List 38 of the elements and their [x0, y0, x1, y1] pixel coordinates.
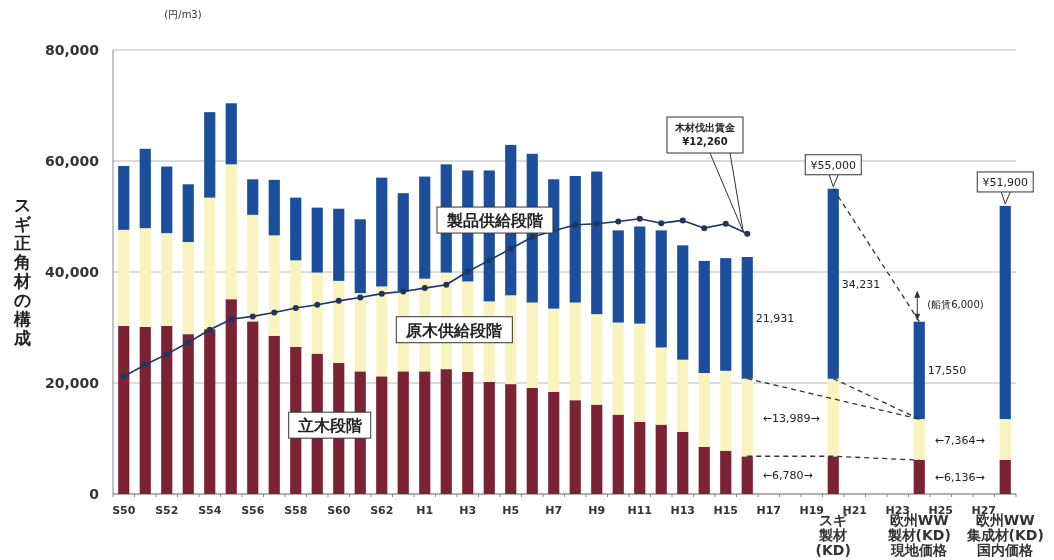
annotation: 17,550	[927, 364, 967, 378]
xtick: S56	[241, 504, 265, 517]
xtick: S58	[284, 504, 308, 517]
xtick: S52	[155, 504, 179, 517]
xtick: H1	[416, 504, 434, 517]
xtick: S60	[327, 504, 351, 517]
total: ¥55,000	[810, 158, 856, 172]
ytick: 20,000	[44, 375, 99, 391]
ytick: 60,000	[44, 153, 99, 169]
annotation: ←6,780→	[762, 469, 813, 483]
xtick: H15	[713, 504, 738, 517]
series-name: 立木段階	[297, 416, 362, 436]
ytick: 40,000	[44, 264, 99, 280]
ytick: 0	[89, 486, 99, 502]
xtick: S62	[370, 504, 394, 517]
xtick: H13	[670, 504, 695, 517]
xtick: H19	[799, 504, 824, 517]
series-name: 製品供給段階	[446, 211, 543, 231]
annotation: 21,931	[755, 311, 795, 325]
annotation: ←6,136→	[934, 470, 985, 484]
xtick: H17	[756, 504, 781, 517]
annotation: (円/m3)	[164, 9, 202, 20]
annotation: 34,231	[841, 277, 881, 291]
annotation: ←7,364→	[934, 433, 985, 447]
ylabel: スギ正角材の構成	[13, 195, 31, 348]
total: ¥51,900	[982, 175, 1028, 189]
xtick: H11	[627, 504, 652, 517]
xtick: H9	[588, 504, 606, 517]
annotation: 木材伐出賃金 ¥12,260	[675, 122, 735, 147]
xtick: H3	[459, 504, 477, 517]
xtick: S54	[198, 504, 222, 517]
xtick: H7	[545, 504, 563, 517]
xtick: S50	[112, 504, 136, 517]
annotation: (船賃6,000)	[927, 298, 984, 310]
annotation: ←13,989→	[762, 411, 820, 425]
series-name: 原木供給段階	[406, 320, 503, 340]
ytick: 80,000	[44, 42, 99, 58]
xtick: H5	[502, 504, 520, 517]
